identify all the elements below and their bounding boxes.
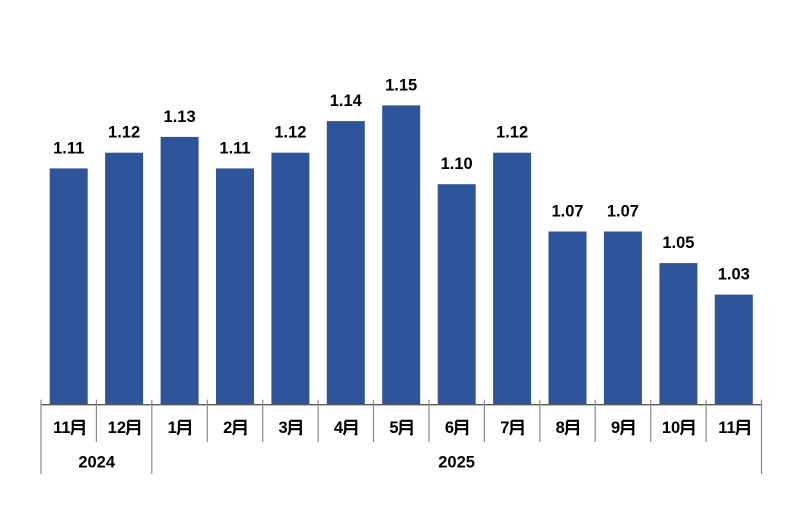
svg-text:3: 3	[279, 419, 288, 437]
svg-text:1.11: 1.11	[53, 139, 84, 157]
svg-text:1: 1	[168, 419, 177, 437]
svg-text:1.10: 1.10	[441, 155, 473, 173]
svg-text:5: 5	[389, 419, 398, 437]
svg-text:11: 11	[53, 419, 70, 437]
svg-text:1.13: 1.13	[164, 108, 196, 126]
svg-text:7: 7	[500, 419, 509, 437]
svg-text:2024: 2024	[78, 454, 116, 472]
svg-text:10: 10	[662, 419, 680, 437]
svg-text:8: 8	[556, 419, 565, 437]
svg-text:1.12: 1.12	[274, 124, 306, 142]
svg-text:6: 6	[445, 419, 454, 437]
svg-text:2025: 2025	[438, 454, 475, 472]
svg-text:11: 11	[718, 419, 735, 437]
svg-text:1.03: 1.03	[718, 266, 750, 284]
svg-text:1.12: 1.12	[496, 124, 528, 142]
svg-text:4: 4	[334, 419, 344, 437]
svg-text:1.12: 1.12	[108, 124, 140, 142]
svg-text:1.07: 1.07	[551, 203, 583, 221]
svg-text:2: 2	[223, 419, 232, 437]
svg-text:12: 12	[108, 419, 126, 437]
svg-text:1.15: 1.15	[385, 76, 417, 94]
svg-text:1.11: 1.11	[219, 139, 250, 157]
svg-text:9: 9	[611, 419, 620, 437]
svg-text:1.05: 1.05	[662, 234, 694, 252]
svg-text:1.07: 1.07	[607, 203, 639, 221]
svg-text:1.14: 1.14	[330, 92, 363, 110]
